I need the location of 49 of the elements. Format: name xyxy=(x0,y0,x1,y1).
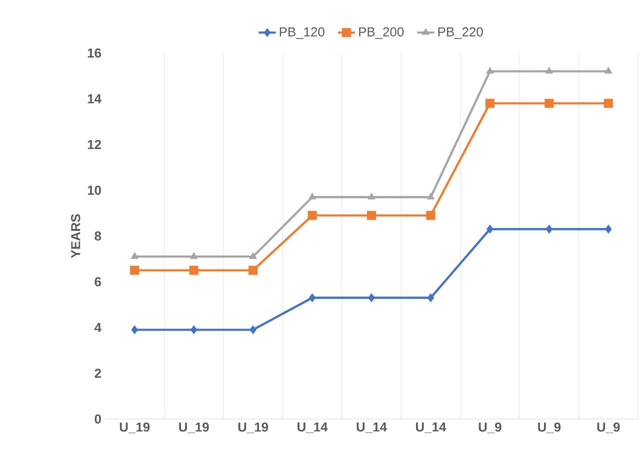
point xyxy=(544,98,554,108)
y-tick-label: 12 xyxy=(88,140,101,150)
legend-label: PB_200 xyxy=(359,27,404,39)
y-tick-label: 16 xyxy=(88,48,102,58)
x-tick-label: U_9 xyxy=(538,422,561,434)
y-tick-label: 0 xyxy=(94,414,101,424)
x-tick-label: U_14 xyxy=(356,422,387,434)
point xyxy=(190,325,198,334)
point xyxy=(130,266,140,275)
point xyxy=(604,66,612,74)
x-tick-label: U_9 xyxy=(478,422,502,434)
point xyxy=(190,252,198,259)
point xyxy=(427,293,434,302)
point xyxy=(250,325,256,334)
point xyxy=(485,98,494,108)
point xyxy=(131,325,138,334)
point xyxy=(368,293,375,302)
point xyxy=(604,98,613,108)
x-tick-label: U_19 xyxy=(120,422,150,434)
point xyxy=(546,224,553,234)
y-tick-label: 2 xyxy=(94,368,101,378)
x-tick-label: U_19 xyxy=(238,422,268,434)
x-tick-label: U_19 xyxy=(179,422,209,434)
point xyxy=(308,192,316,200)
legend-label: PB_220 xyxy=(438,27,483,39)
point xyxy=(426,192,435,200)
y-axis-title: YEARS xyxy=(71,214,80,258)
point xyxy=(486,224,494,234)
point xyxy=(249,252,257,259)
point xyxy=(366,210,376,220)
y-tick-label: 14 xyxy=(88,94,102,104)
legend-label: PB_120 xyxy=(280,27,324,39)
point xyxy=(189,266,198,275)
point xyxy=(308,293,316,302)
y-tick-label: 10 xyxy=(88,186,101,195)
point xyxy=(368,192,376,200)
point xyxy=(426,210,436,220)
x-tick-label: U_14 xyxy=(298,422,328,434)
point xyxy=(545,66,554,74)
point xyxy=(248,266,258,275)
x-tick-label: U_14 xyxy=(416,422,446,434)
point xyxy=(130,252,139,259)
y-tick-label: 6 xyxy=(94,277,102,286)
point xyxy=(486,66,494,74)
point xyxy=(308,210,317,220)
x-tick-label: U_9 xyxy=(597,422,620,434)
y-tick-label: 8 xyxy=(94,231,102,241)
y-tick-label: 4 xyxy=(94,323,102,332)
point xyxy=(604,224,612,234)
